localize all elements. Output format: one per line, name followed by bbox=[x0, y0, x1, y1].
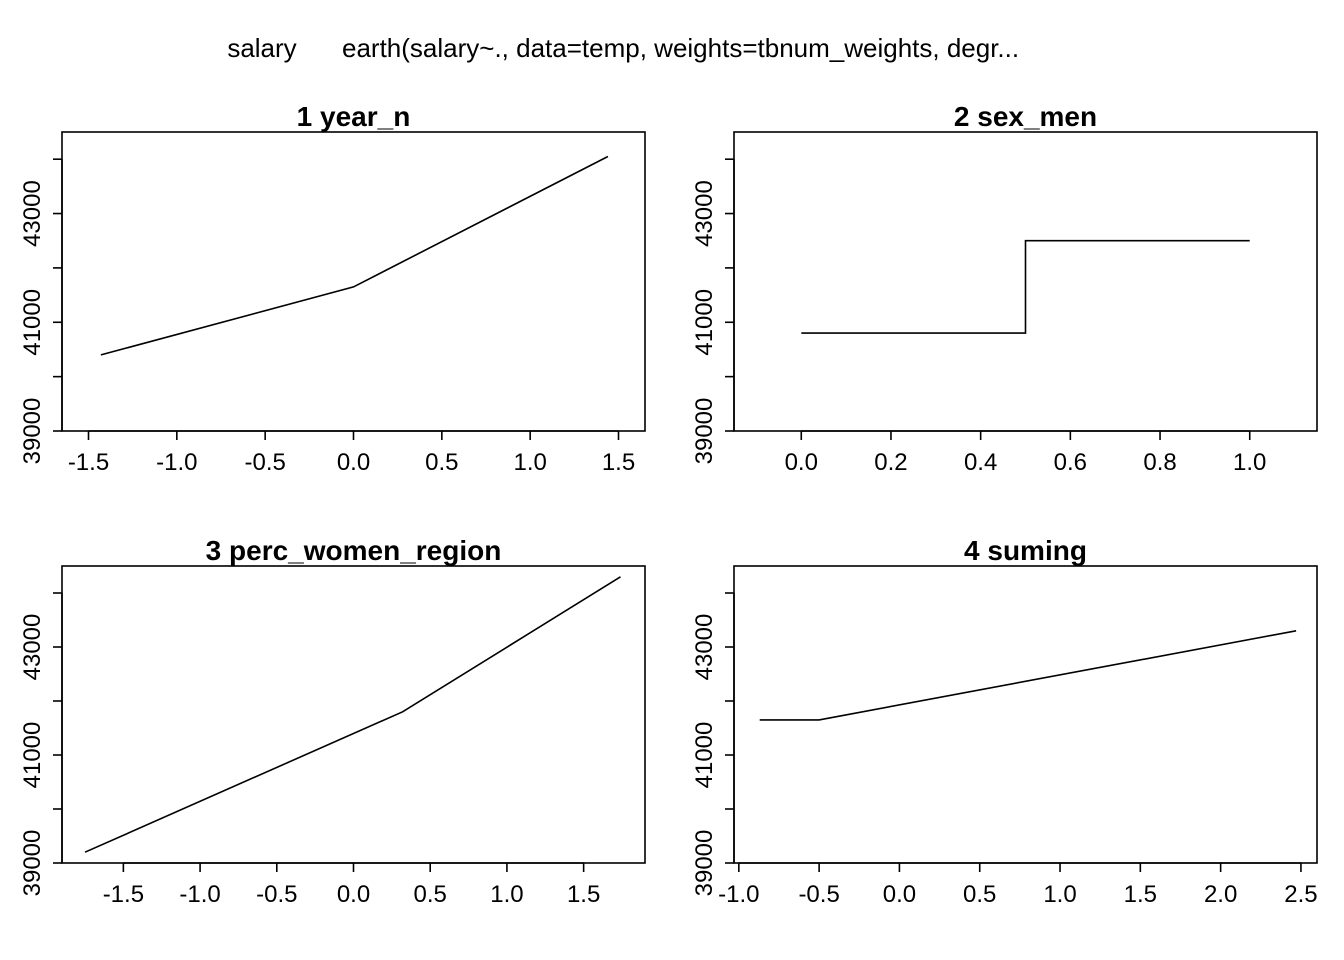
x-tick-label: 0.5 bbox=[963, 881, 996, 908]
plot-frame bbox=[733, 565, 1318, 864]
y-tick-label: 39000 bbox=[691, 830, 718, 897]
series-line bbox=[84, 576, 621, 853]
y-tick-label: 43000 bbox=[19, 614, 46, 681]
y-tick-label: 41000 bbox=[691, 289, 718, 356]
x-tick-label: 1.0 bbox=[1233, 449, 1266, 476]
x-tick-label: 0.0 bbox=[883, 881, 916, 908]
y-tick-label: 43000 bbox=[19, 180, 46, 247]
x-tick-label: 1.5 bbox=[602, 449, 635, 476]
x-tick-label: -0.5 bbox=[256, 881, 297, 908]
panel-title: 2 sex_men bbox=[954, 101, 1097, 132]
panel-title: 1 year_n bbox=[297, 101, 411, 132]
y-tick-label: 39000 bbox=[19, 830, 46, 897]
plot-frame bbox=[61, 131, 646, 432]
figure-title-call: earth(salary~., data=temp, weights=tbnum… bbox=[342, 33, 1019, 63]
x-tick-label: 0.0 bbox=[785, 449, 818, 476]
x-tick-label: 2.5 bbox=[1284, 881, 1317, 908]
y-tick-label: 43000 bbox=[691, 180, 718, 247]
x-tick-label: 0.4 bbox=[964, 449, 997, 476]
y-tick-label: 41000 bbox=[691, 722, 718, 789]
x-tick-label: 0.8 bbox=[1143, 449, 1176, 476]
series-line bbox=[759, 630, 1297, 721]
x-tick-label: 2.0 bbox=[1204, 881, 1237, 908]
y-tick-label: 43000 bbox=[691, 614, 718, 681]
y-tick-label: 41000 bbox=[19, 722, 46, 789]
x-tick-label: 0.0 bbox=[337, 881, 370, 908]
plot-frame bbox=[61, 565, 646, 864]
figure-title-response: salary bbox=[227, 33, 296, 63]
x-tick-label: 1.5 bbox=[1124, 881, 1157, 908]
x-tick-label: 1.0 bbox=[490, 881, 523, 908]
x-tick-label: 1.0 bbox=[513, 449, 546, 476]
panel-3: 3 perc_women_region -1.5 -1.0 -0.5 0.0 0.5 1.0… bbox=[19, 535, 646, 908]
x-tick-label: -1.0 bbox=[156, 449, 197, 476]
x-tick-label: -1.0 bbox=[179, 881, 220, 908]
x-tick-label: -1.5 bbox=[103, 881, 144, 908]
series-line bbox=[801, 239, 1250, 334]
y-tick-label: 41000 bbox=[19, 289, 46, 356]
x-tick-label: -0.5 bbox=[244, 449, 285, 476]
x-tick-label: -1.5 bbox=[68, 449, 109, 476]
series-line bbox=[100, 155, 609, 356]
x-tick-label: -1.0 bbox=[718, 881, 759, 908]
x-tick-label: 0.0 bbox=[337, 449, 370, 476]
x-tick-label: -0.5 bbox=[798, 881, 839, 908]
panel-title: 3 perc_women_region bbox=[206, 535, 502, 566]
panel-title: 4 suming bbox=[964, 535, 1087, 566]
x-tick-label: 1.0 bbox=[1043, 881, 1076, 908]
panel-4: 4 suming -1.0 -0.5 0.0 0.5 1.0 1.5 2.0 2.5 39000 4… bbox=[691, 535, 1318, 908]
panel-2: 2 sex_men 0.0 0.2 0.4 0.6 0.8 1.0 39000 41000 430… bbox=[691, 101, 1318, 476]
x-tick-label: 1.5 bbox=[567, 881, 600, 908]
x-tick-label: 0.2 bbox=[874, 449, 907, 476]
panel-1: 1 year_n -1.5 -1.0 -0.5 0.0 0.5 1.0 1.5 39000 410… bbox=[19, 101, 646, 476]
y-tick-label: 39000 bbox=[19, 398, 46, 465]
x-tick-label: 0.6 bbox=[1054, 449, 1087, 476]
x-tick-label: 0.5 bbox=[425, 449, 458, 476]
y-tick-label: 39000 bbox=[691, 398, 718, 465]
x-tick-label: 0.5 bbox=[414, 881, 447, 908]
